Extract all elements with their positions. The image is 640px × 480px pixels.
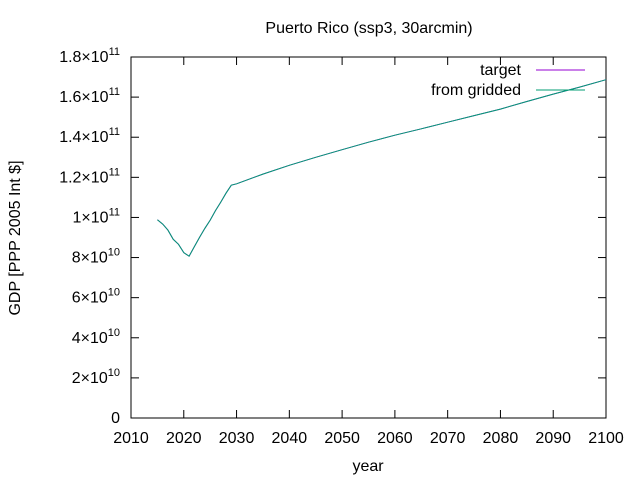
- series-lines: [157, 79, 607, 257]
- y-tick-label: 4×1010: [72, 327, 120, 347]
- y-tick-label: 2×1010: [72, 367, 120, 387]
- y-tick-label: 1.4×1011: [59, 126, 120, 146]
- legend: target from gridded: [431, 62, 585, 99]
- chart-title: Puerto Rico (ssp3, 30arcmin): [265, 20, 472, 37]
- y-tick-label: 1.2×1011: [59, 166, 120, 186]
- x-tick-label: 2100: [588, 430, 624, 447]
- y-tick-label: 1.8×1011: [59, 46, 120, 66]
- x-tick-label: 2010: [113, 430, 149, 447]
- legend-label: target: [480, 62, 521, 79]
- x-axis: 2010 2020 2030 2040 2050 2060 2070 2080 2090 2100: [113, 57, 624, 447]
- plot-frame: [130, 56, 607, 419]
- x-tick-label: 2070: [430, 430, 466, 447]
- x-tick-label: 2060: [377, 430, 413, 447]
- y-tick-label: 1×1011: [73, 206, 120, 226]
- y-tick-label: 8×1010: [72, 247, 120, 267]
- y-tick-label: 1.6×1011: [59, 86, 120, 106]
- x-tick-label: 2020: [166, 430, 202, 447]
- x-axis-label: year: [352, 458, 384, 475]
- legend-label: from gridded: [431, 82, 521, 99]
- x-tick-label: 2050: [324, 430, 360, 447]
- y-tick-label: 6×1010: [72, 287, 120, 307]
- y-axis: 0 2×1010 4×1010 6×1010 8×1010 1×1011 1.2×1011 1…: [59, 46, 606, 427]
- y-axis-label: GDP [PPP 2005 Int $]: [7, 160, 24, 315]
- x-tick-label: 2080: [483, 430, 519, 447]
- x-tick-label: 2090: [535, 430, 571, 447]
- x-tick-label: 2040: [272, 430, 308, 447]
- series-line-1: [157, 79, 607, 257]
- series-line-0: [157, 79, 607, 257]
- x-tick-label: 2030: [219, 430, 255, 447]
- y-tick-label: 0: [111, 410, 120, 427]
